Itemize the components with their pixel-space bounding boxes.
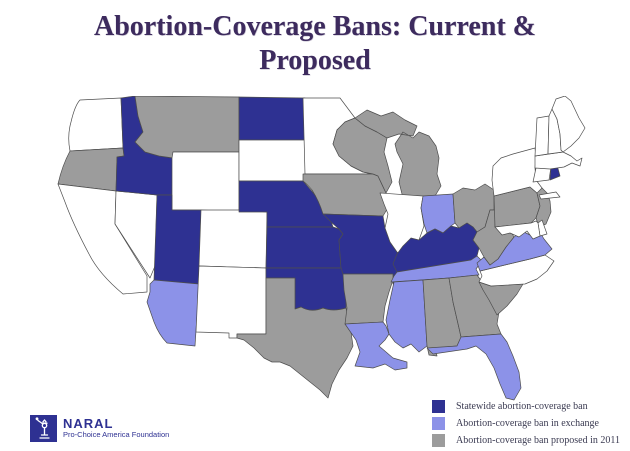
legend-item-statewide: Statewide abortion-coverage ban	[432, 400, 620, 413]
us-map-svg: WashingtonOregonCaliforniaNevadaIdahoMon…	[57, 96, 586, 401]
state-la: Louisiana	[344, 321, 408, 371]
state-md: Maryland	[494, 220, 541, 240]
state-ma: Massachusetts	[534, 151, 583, 170]
state-or: Oregon	[57, 147, 125, 192]
legend-swatch-statewide	[432, 400, 445, 413]
naral-logo-text: NARAL Pro-Choice America Foundation	[63, 415, 169, 439]
page-title-line2: Proposed	[259, 45, 371, 77]
state-ms: Mississippi	[385, 279, 428, 353]
state-az: Arizona	[146, 279, 200, 347]
legend-label-exchange: Abortion-coverage ban in exchange	[456, 418, 599, 429]
state-li: Long Island	[538, 191, 561, 200]
us-choropleth-map: WashingtonOregonCaliforniaNevadaIdahoMon…	[33, 96, 598, 406]
state-sd: South Dakota	[238, 139, 307, 182]
legend-label-statewide: Statewide abortion-coverage ban	[456, 401, 588, 412]
map-legend: Statewide abortion-coverage ban Abortion-…	[432, 400, 620, 451]
legend-item-proposed: Abortion-coverage ban proposed in 2011	[432, 434, 620, 447]
legend-item-exchange: Abortion-coverage ban in exchange	[432, 417, 620, 430]
state-ar: Arkansas	[342, 273, 394, 325]
legend-swatch-proposed	[432, 434, 445, 447]
state-ca: California	[57, 183, 148, 295]
state-tx: Texas	[236, 277, 354, 399]
statue-of-liberty-icon	[30, 415, 57, 442]
state-nd: North Dakota	[238, 96, 307, 141]
state-co: Colorado	[198, 209, 268, 269]
state-nm: New Mexico	[195, 265, 267, 339]
naral-tagline: Pro-Choice America Foundation	[63, 430, 170, 439]
naral-logo: NARAL Pro-Choice America Foundation	[30, 415, 169, 442]
state-tn: Tennessee	[390, 255, 483, 283]
page-title: Abortion-Coverage Bans: Current & Propos…	[0, 10, 630, 78]
legend-swatch-exchange	[432, 417, 445, 430]
page-title-line1: Abortion-Coverage Bans: Current &	[94, 11, 536, 42]
state-ia: Iowa	[302, 173, 390, 217]
state-ct: Connecticut	[532, 166, 552, 183]
legend-label-proposed: Abortion-coverage ban proposed in 2011	[456, 435, 621, 446]
state-mt: Montana	[134, 96, 240, 159]
state-fl: Florida	[426, 333, 522, 401]
state-me: Maine	[551, 96, 586, 153]
state-wy: Wyoming	[171, 151, 240, 213]
naral-org-name: NARAL	[63, 416, 114, 431]
state-ks: Kansas	[265, 226, 344, 269]
state-mi: Michigan	[354, 109, 442, 199]
state-ny: New York	[491, 147, 546, 197]
state-wa: Washington	[68, 97, 124, 152]
state-vt: Vermont	[534, 115, 550, 157]
